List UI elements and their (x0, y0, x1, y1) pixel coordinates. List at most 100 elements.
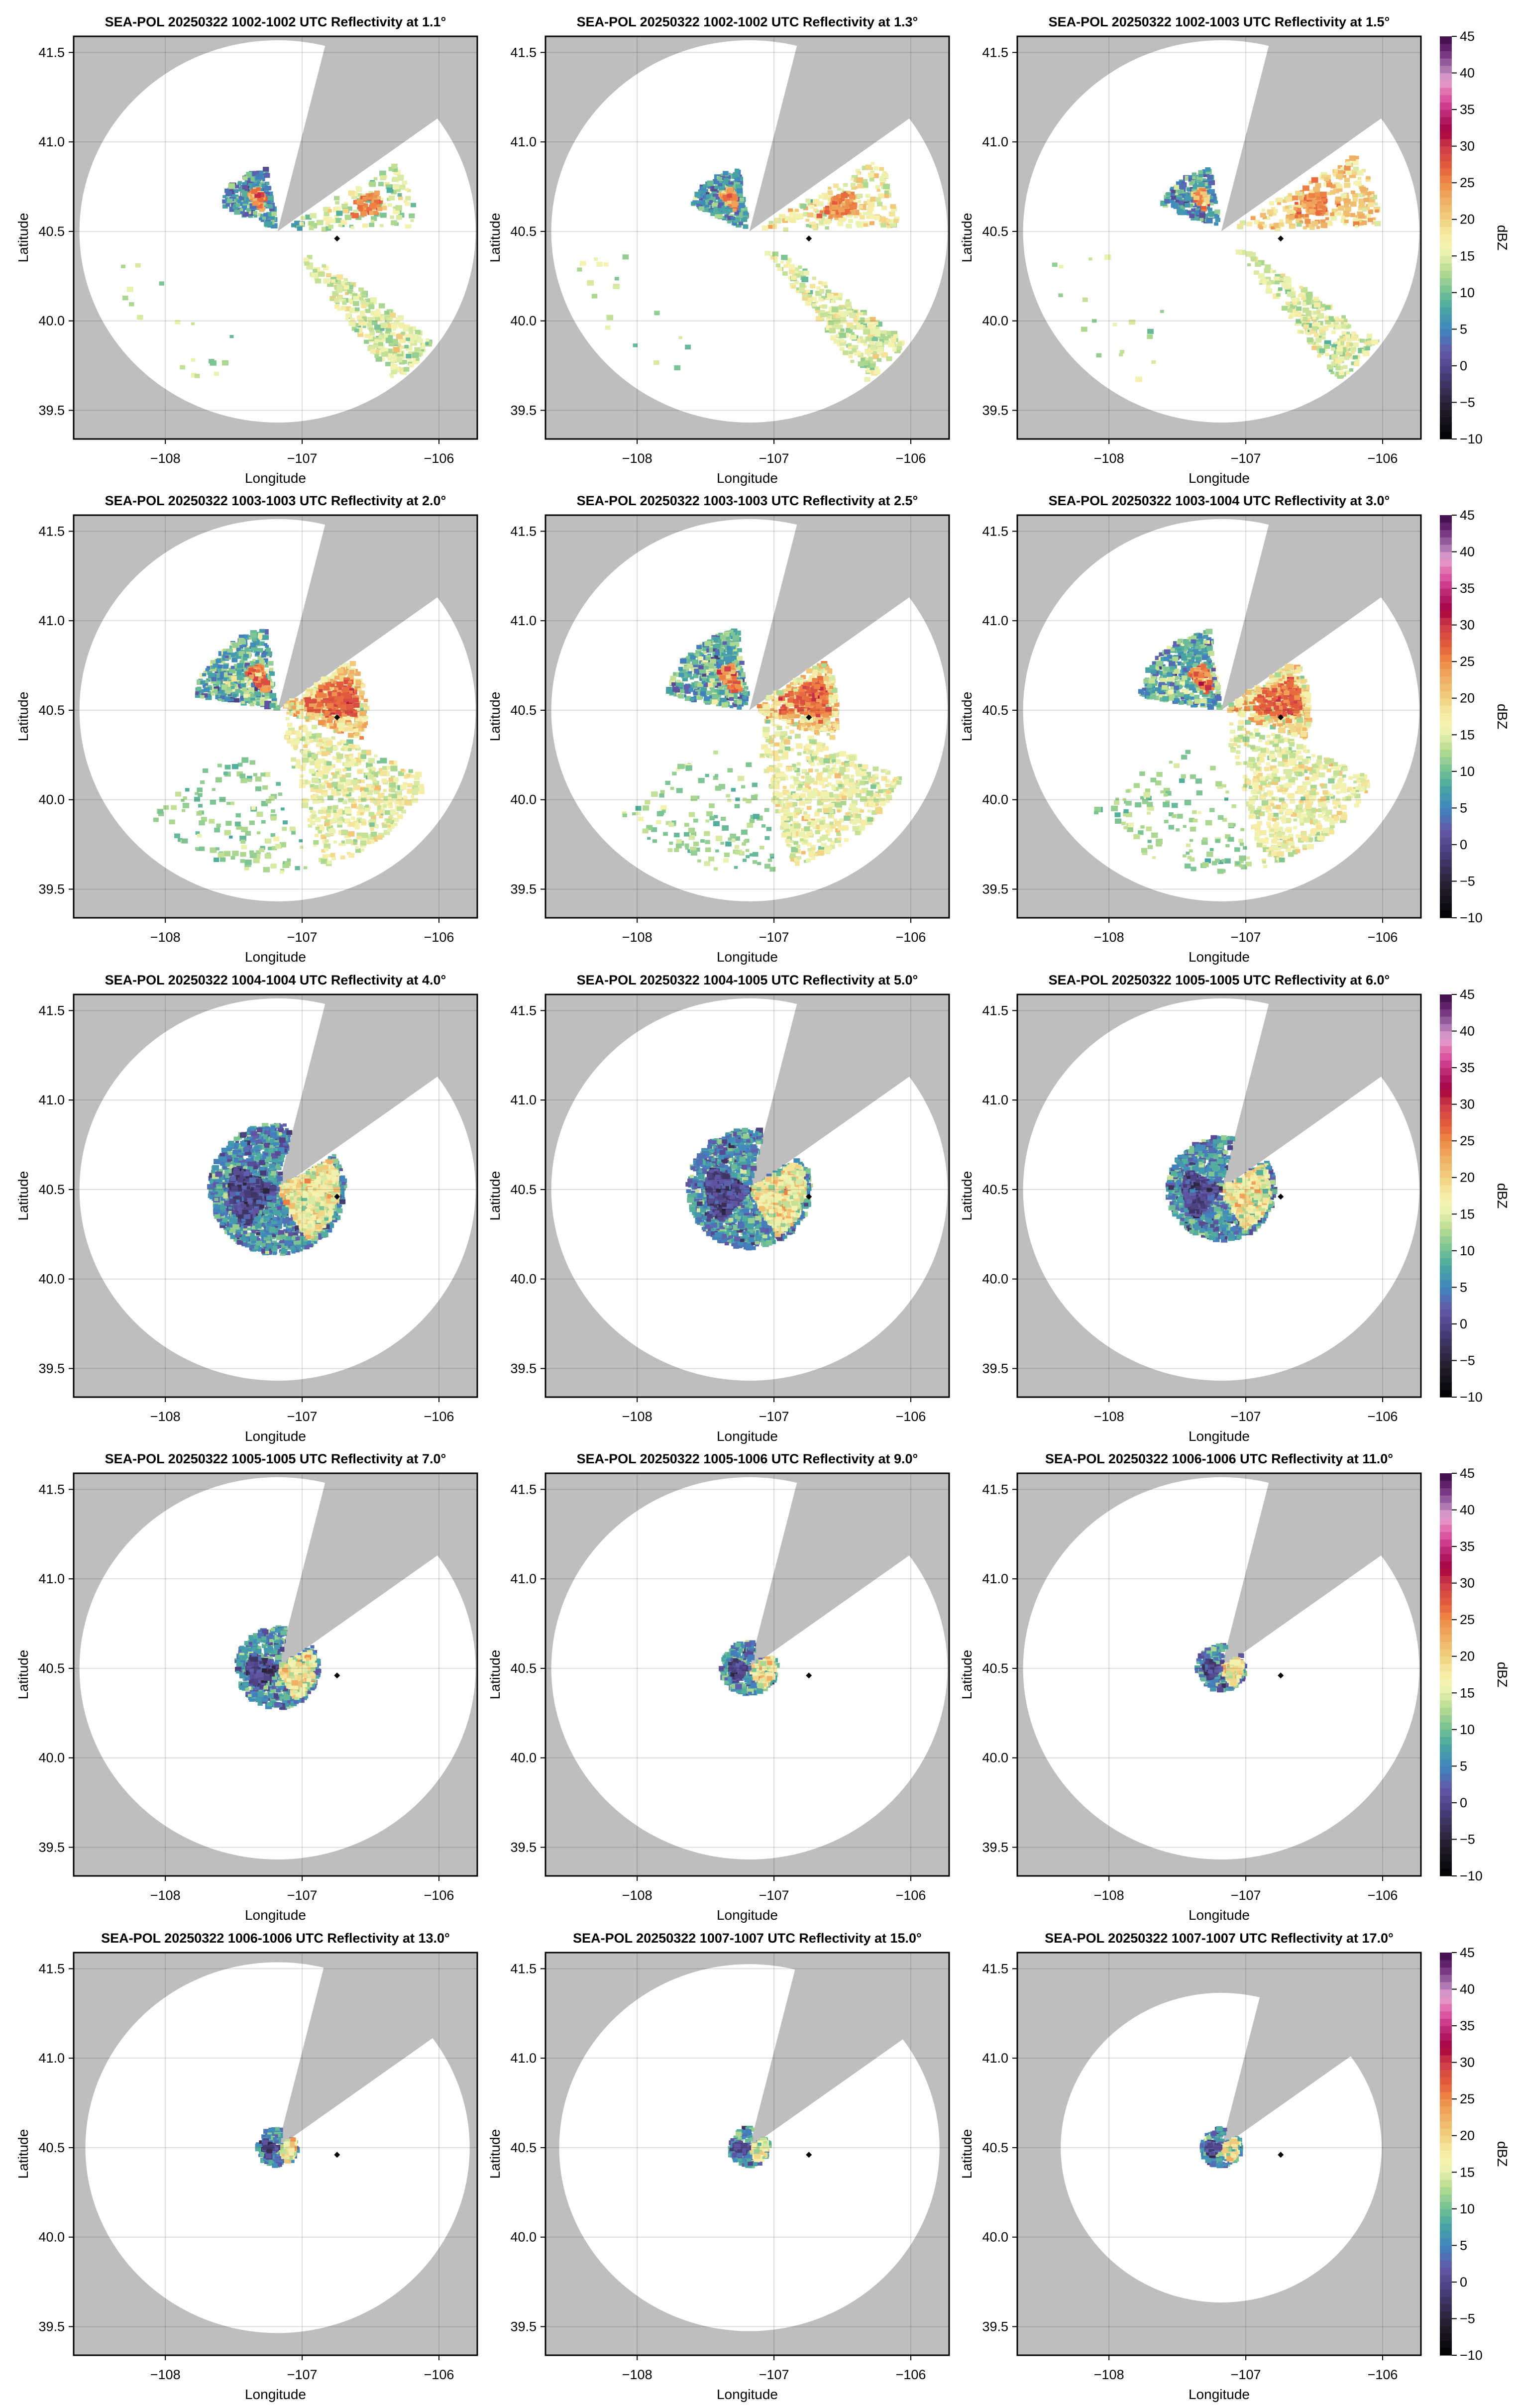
reflectivity-gate (1207, 201, 1214, 206)
reflectivity-gate (335, 771, 339, 775)
reflectivity-gate (730, 208, 735, 213)
reflectivity-gate (338, 711, 345, 717)
reflectivity-gate (1179, 181, 1185, 186)
reflectivity-gate (353, 784, 360, 790)
reflectivity-gate (1285, 218, 1293, 224)
reflectivity-gate (340, 706, 346, 711)
reflectivity-gate (1350, 201, 1357, 207)
reflectivity-gate (311, 795, 317, 800)
reflectivity-gate (337, 784, 344, 790)
reflectivity-gate (846, 299, 850, 303)
reflectivity-gate (863, 342, 867, 346)
reflectivity-gate (701, 647, 707, 651)
reflectivity-gate (1273, 222, 1280, 228)
reflectivity-gate (263, 167, 269, 172)
reflectivity-gate (374, 349, 379, 353)
reflectivity-gate (270, 816, 277, 821)
reflectivity-gate (731, 201, 736, 205)
reflectivity-gate (1327, 192, 1331, 196)
reflectivity-gate (200, 680, 206, 684)
reflectivity-gate (377, 771, 381, 774)
reflectivity-gate (377, 207, 383, 212)
reflectivity-gate (225, 681, 232, 687)
reflectivity-gate (692, 200, 698, 205)
reflectivity-gate (235, 689, 240, 693)
colorbar-swatch (1440, 343, 1452, 352)
reflectivity-gate (803, 294, 807, 298)
reflectivity-gate (260, 219, 264, 222)
colorbar-swatch (1440, 417, 1452, 425)
reflectivity-gate (1355, 156, 1359, 160)
reflectivity-gate (358, 707, 365, 713)
reflectivity-gate (1310, 299, 1317, 305)
reflectivity-gate (805, 198, 811, 203)
reflectivity-gate (875, 197, 881, 202)
reflectivity-gate (853, 312, 860, 318)
reflectivity-gate (313, 269, 318, 273)
reflectivity-field (622, 628, 902, 872)
reflectivity-gate (1330, 213, 1335, 217)
reflectivity-gate (358, 804, 362, 807)
reflectivity-gate (699, 652, 705, 657)
reflectivity-gate (347, 298, 352, 303)
reflectivity-gate (318, 830, 322, 834)
reflectivity-gate (259, 171, 264, 175)
reflectivity-gate (222, 679, 228, 684)
radar-panel: −108 −107 −10639.540.040.541.041.5Longitud… (959, 14, 1422, 486)
x-tick-label: −108 (150, 930, 181, 945)
reflectivity-gate (866, 216, 870, 219)
reflectivity-gate (354, 328, 359, 332)
reflectivity-gate (1299, 196, 1304, 201)
reflectivity-gate (363, 699, 368, 702)
reflectivity-gate (338, 726, 345, 732)
reflectivity-gate (1358, 348, 1365, 353)
reflectivity-gate (321, 693, 327, 698)
reflectivity-gate (199, 693, 203, 697)
axes-frame (1016, 35, 1422, 440)
reflectivity-gate (1342, 333, 1347, 337)
reflectivity-gate (1357, 220, 1364, 226)
site-marker (806, 235, 812, 242)
colorbar-swatch (1440, 175, 1452, 183)
reflectivity-gate (839, 347, 845, 351)
reflectivity-gate (1166, 196, 1170, 200)
reflectivity-gate (1351, 351, 1355, 354)
reflectivity-gate (819, 210, 824, 214)
reflectivity-gate (710, 688, 717, 694)
reflectivity-gate (261, 820, 266, 824)
colorbar-tick-label: 0 (1460, 358, 1467, 373)
reflectivity-gate (397, 351, 404, 356)
reflectivity-gate (210, 360, 217, 366)
reflectivity-gate (344, 779, 351, 784)
reflectivity-gate (334, 196, 340, 201)
reflectivity-gate (291, 831, 296, 835)
reflectivity-gate (246, 655, 251, 658)
reflectivity-gate (311, 814, 317, 819)
reflectivity-gate (246, 181, 252, 185)
reflectivity-gate (360, 812, 364, 815)
reflectivity-gate (695, 194, 700, 198)
reflectivity-gate (310, 761, 315, 766)
reflectivity-gate (735, 630, 741, 636)
y-tick-label: 41.0 (38, 134, 65, 149)
reflectivity-gate (263, 867, 270, 873)
reflectivity-gate (1320, 222, 1327, 228)
reflectivity-gate (882, 171, 887, 175)
reflectivity-gate (332, 756, 337, 760)
reflectivity-gate (391, 350, 398, 355)
reflectivity-gate (888, 219, 894, 224)
reflectivity-gate (365, 772, 369, 776)
reflectivity-gate (348, 853, 355, 858)
reflectivity-gate (855, 169, 861, 173)
reflectivity-gate (331, 672, 336, 676)
reflectivity-gate (315, 817, 321, 822)
reflectivity-gate (360, 840, 367, 846)
reflectivity-gate (414, 775, 420, 780)
reflectivity-gate (348, 762, 355, 767)
reflectivity-gate (260, 702, 265, 706)
reflectivity-gate (394, 320, 400, 325)
reflectivity-gate (1365, 177, 1371, 182)
reflectivity-gate (1082, 297, 1088, 302)
